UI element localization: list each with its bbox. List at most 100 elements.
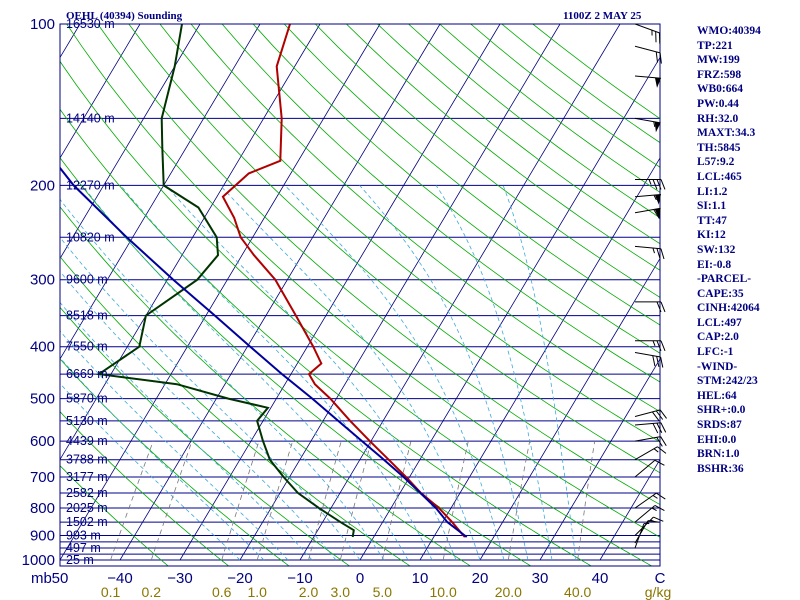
mixing-ratio-label: 1.0	[247, 584, 267, 600]
isotherm-line	[599, 458, 660, 561]
wind-barb-staff	[634, 409, 661, 418]
height-label: 12270 m	[66, 178, 115, 192]
wind-barb-half	[653, 448, 659, 453]
dry-adiabat-line	[283, 24, 660, 326]
index-line: STM:242/23	[697, 375, 758, 388]
dry-adiabat-line	[315, 24, 660, 298]
mixing-ratio-line	[256, 440, 294, 561]
index-line: KI:12	[697, 229, 726, 242]
index-line: -PARCEL-	[697, 273, 752, 286]
isotherm-line	[539, 358, 660, 561]
height-label: 5870 m	[66, 392, 108, 406]
index-line: TP:221	[697, 39, 733, 52]
pressure-tick-label: 500	[30, 391, 55, 408]
index-line: LCL:465	[697, 170, 742, 183]
wind-barb-flag	[651, 411, 660, 421]
wind-barb-staff	[634, 520, 649, 544]
wind-barb-staff	[634, 459, 656, 478]
moist-adiabat-line	[165, 185, 457, 561]
height-label: 6669 m	[66, 367, 108, 381]
height-label: 16530 m	[66, 17, 115, 31]
wind-barb-staff	[634, 492, 657, 509]
wind-barb-flag	[656, 437, 663, 447]
dry-adiabat-line	[60, 206, 472, 566]
pressure-tick-label: 300	[30, 272, 55, 289]
wind-barb	[634, 45, 662, 64]
isotherm-line	[60, 24, 141, 159]
index-line: TH:5845	[697, 141, 741, 154]
wind-barb-flag	[655, 31, 657, 43]
index-line: BRN:1.0	[697, 448, 740, 461]
wind-barb-staff	[634, 505, 656, 523]
dry-adiabat-line	[60, 411, 230, 566]
mixing-ratio-label: 10.0	[429, 584, 456, 600]
wind-barb-flag	[656, 248, 661, 259]
wind-barb-flag	[660, 340, 666, 351]
temperature-tick-label: 20	[472, 570, 489, 587]
temperature-tick-label: −10	[287, 570, 312, 587]
dry-adiabat-line	[60, 358, 290, 566]
sounding-indices-panel: WMO:40394 TP:221 MW:199 FRZ:598 WB0:664 PW:0.…	[697, 24, 800, 476]
wind-barb-flag	[656, 356, 660, 367]
isotherm-line	[0, 24, 20, 560]
index-line: L57:9.2	[697, 156, 735, 169]
wind-barb-half	[652, 340, 656, 346]
isotherm-line	[60, 24, 321, 461]
wind-barb-staff	[634, 422, 661, 426]
wind-barb	[634, 520, 659, 544]
wind-barb-flag	[652, 179, 658, 190]
wind-barb	[635, 301, 666, 313]
isotherm-line	[479, 257, 660, 561]
wind-barb-staff	[634, 117, 661, 124]
temperature-tick-label: C	[655, 570, 666, 587]
wind-barb	[634, 459, 665, 478]
height-label: 497 m	[66, 541, 101, 555]
isotherm-line	[119, 24, 441, 561]
wind-barb-flag	[655, 410, 664, 420]
wind-barb-flag	[656, 179, 662, 190]
wind-barb-pennant	[654, 77, 661, 88]
height-label: 993 m	[66, 528, 101, 542]
isotherm-line	[239, 24, 561, 561]
wind-barb-flag	[659, 409, 667, 419]
mixing-ratio-label: 40.0	[564, 584, 591, 600]
wind-barb	[634, 193, 661, 205]
wind-barb-half	[643, 522, 650, 525]
pressure-unit-label: mb	[31, 570, 52, 587]
pressure-tick-label: 1000	[22, 552, 55, 569]
wind-barb-half	[651, 30, 653, 36]
isotherm-line	[299, 24, 621, 561]
index-line: LCL:497	[697, 316, 742, 329]
dry-adiabat-line	[159, 24, 660, 443]
dry-adiabat-line	[60, 465, 169, 566]
wind-barb-half	[651, 507, 657, 512]
wind-barb-flag	[654, 505, 665, 511]
height-label: 25 m	[66, 553, 94, 567]
dry-adiabat-line	[60, 60, 653, 566]
pressure-tick-label: 700	[30, 469, 55, 486]
wind-barb	[634, 245, 665, 260]
height-label: 2582 m	[66, 486, 108, 500]
mixing-ratio-label: 0.2	[142, 584, 162, 600]
wind-barb-flag	[660, 179, 666, 190]
mixing-ratio-line	[110, 440, 154, 561]
mixing-ratio-unit: g/kg	[645, 584, 671, 600]
mixing-ratio-label: 5.0	[373, 584, 393, 600]
mixing-ratio-label: 20.0	[495, 584, 522, 600]
pressure-tick-label: 600	[30, 433, 55, 450]
index-line: WB0:664	[697, 83, 743, 96]
wind-barb-flag	[660, 356, 664, 368]
wind-barb-flag	[652, 355, 656, 367]
moist-adiabat-line	[60, 330, 289, 561]
pressure-tick-label: 200	[30, 177, 55, 194]
temperature-tick-label: 10	[412, 570, 429, 587]
wind-barb-pennant	[654, 208, 661, 219]
wind-barb-flag	[647, 520, 659, 523]
wind-barb-flag	[655, 51, 659, 63]
moist-adiabat-line	[81, 185, 409, 561]
wind-barb	[634, 409, 667, 421]
moist-adiabat-line	[60, 236, 361, 561]
index-line: SRDS:87	[697, 419, 742, 432]
height-label: 3177 m	[66, 470, 108, 484]
